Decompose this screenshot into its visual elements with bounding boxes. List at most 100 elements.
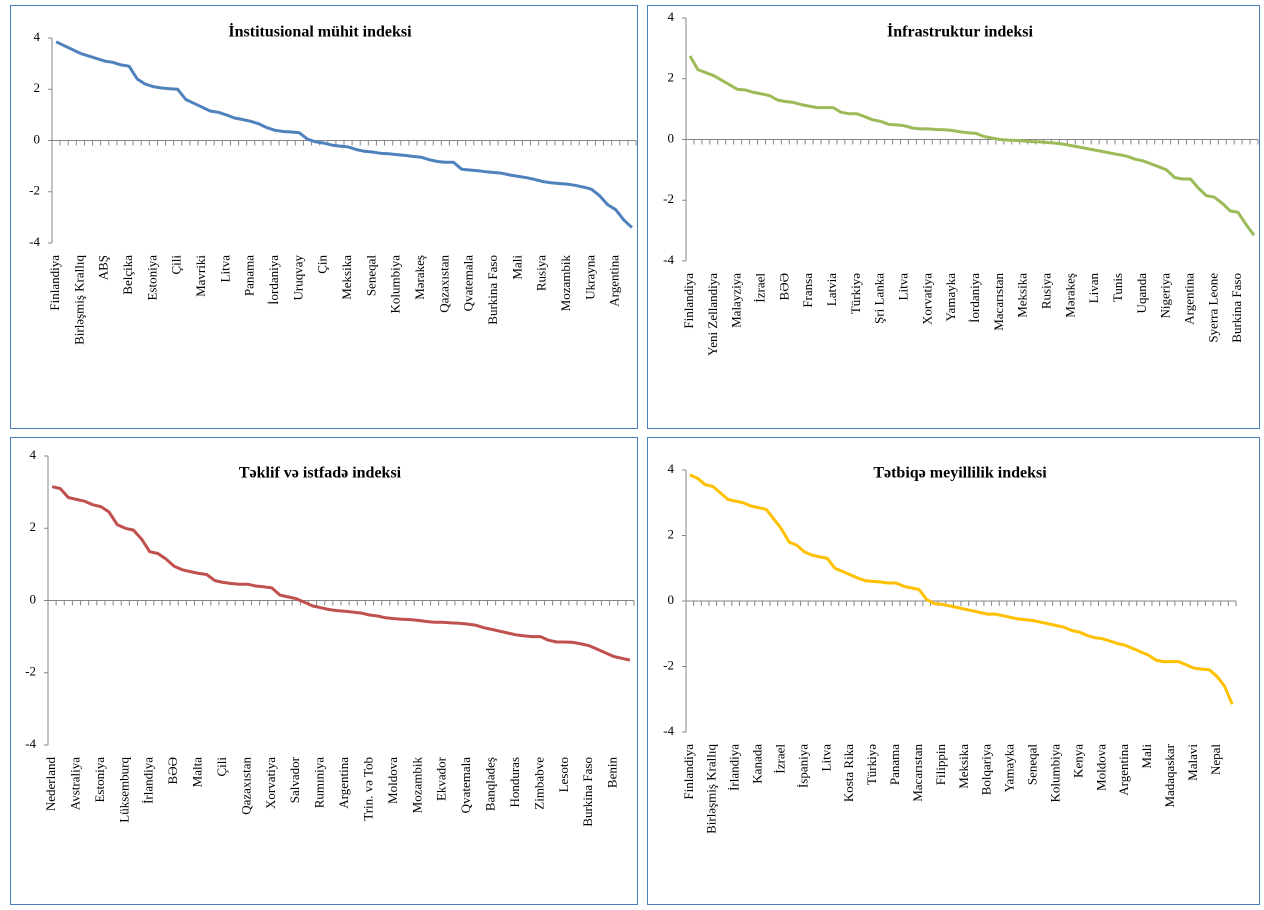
y-tick-label: 4 [668,9,675,24]
x-tick-label: Fransa [800,273,815,308]
x-tick-label: Ekvador [434,756,449,801]
y-tick-label: 2 [668,70,675,85]
x-tick-label: Moldova [1093,744,1108,791]
y-tick-label: -4 [29,234,40,249]
x-tick-label: Malayziya [729,273,744,328]
x-tick-label: Nederland [43,757,58,812]
x-tick-label: Litva [818,744,833,772]
x-tick-label: Salvador [287,756,302,803]
y-tick-label: 4 [30,447,37,462]
panel-frame [10,5,638,429]
x-tick-label: Yeni Zellandiya [705,273,720,356]
x-tick-label: Panama [887,744,902,785]
x-tick-label: İrlandiya [727,744,742,791]
x-tick-label: Avstraliya [67,757,82,810]
x-tick-label: Kolumbiya [388,255,403,314]
panel-frame [10,437,638,905]
x-tick-label: Rumıniya [312,757,327,809]
y-tick-label: 0 [34,131,41,146]
chart-title: Tətbiqə meyillilik indeksi [873,465,1047,482]
x-tick-label: Litva [217,255,232,283]
x-tick-label: Rusiya [1038,273,1053,309]
x-tick-label: Trin. və Tob [360,757,375,821]
x-tick-label: Kanada [750,744,765,784]
x-tick-label: Qazaxıstan [238,757,253,815]
data-line [55,40,633,229]
y-tick-label: 0 [668,592,675,607]
y-tick-label: 2 [34,80,41,95]
x-tick-label: Birləşmiş Krallıq [704,744,719,834]
x-tick-label: Mərakeş [1062,273,1077,318]
x-tick-label: Macarıstan [991,273,1006,331]
y-tick-label: -2 [663,191,674,206]
y-tick-label: -2 [25,664,36,679]
x-tick-label: Mozambik [409,757,424,814]
x-tick-label: Nigeriya [1158,273,1173,319]
y-tick-label: 4 [668,461,675,476]
x-tick-label: ABŞ [96,255,111,280]
x-tick-label: Latvia [824,273,839,306]
x-tick-label: Argentina [607,255,622,307]
x-tick-label: Qvatemala [461,255,476,312]
x-tick-label: Estoniya [144,255,159,301]
x-tick-label: Benin [605,757,620,789]
x-tick-label: Türkiyə [864,744,879,785]
x-tick-label: İzrael [772,744,787,774]
x-tick-label: Mavriki [193,255,208,297]
y-tick-label: -4 [663,723,674,738]
y-tick-label: 4 [34,29,41,44]
x-tick-label: Belçika [120,255,135,295]
x-tick-label: Uqanda [1134,273,1149,314]
x-tick-label: Livan [1086,273,1101,304]
y-tick-label: -2 [663,657,674,672]
x-tick-label: Mali [1139,744,1154,769]
data-line [51,485,631,662]
x-tick-label: Finlandiya [681,744,696,800]
x-tick-label: Litva [895,273,910,301]
x-tick-label: Panama [242,255,257,296]
x-tick-label: Argentina [336,757,351,809]
y-tick-label: -2 [29,183,40,198]
x-tick-label: Mozambik [558,255,573,312]
x-tick-label: Seneqal [363,255,378,297]
chart-title: Təklif və istfadə indeksi [239,465,402,482]
x-tick-label: Meksika [956,744,971,789]
x-tick-label: Bolqariya [979,744,994,795]
panel-frame [647,5,1260,429]
x-tick-label: Şri Lanka [872,273,887,324]
x-tick-label: Burkina Faso [1229,273,1244,343]
x-tick-label: BƏƏ [776,273,791,300]
chart-title: İnstitusional mühit indeksi [228,22,412,41]
y-tick-label: 0 [30,591,37,606]
x-tick-label: Banqladeş [483,757,498,811]
x-tick-label: Malta [190,757,205,788]
x-tick-label: Çili [214,757,229,777]
x-tick-label: Burkina Faso [485,255,500,325]
data-line [688,55,1256,237]
x-tick-label: Malavi [1185,744,1200,781]
x-tick-label: Qvatemala [458,757,473,814]
x-tick-label: Lesoto [556,757,571,792]
x-tick-label: Kosta Rika [841,744,856,802]
x-tick-label: Mali [509,255,524,280]
x-tick-label: Mərakeş [412,255,427,300]
x-tick-label: Rusiya [534,255,549,291]
x-tick-label: İzrael [752,273,767,303]
chart-title: İnfrastruktur indeksi [887,22,1034,41]
x-tick-label: Syerra Leone [1205,273,1220,343]
x-tick-label: Nepal [1208,744,1223,775]
x-tick-label: Yamayka [943,273,958,322]
x-tick-label: Finlandiya [681,273,696,329]
x-tick-label: Meksika [1015,273,1030,318]
panel-frame [647,437,1260,905]
x-tick-label: Seneqal [1025,744,1040,786]
x-tick-label: Moldova [385,757,400,804]
x-tick-label: Honduras [507,757,522,808]
x-tick-label: Madaqaskar [1162,743,1177,807]
x-tick-label: Kenya [1070,744,1085,778]
x-tick-label: Zimbabve [531,757,546,810]
x-tick-label: Uruqvay [290,255,305,301]
x-tick-label: Tunis [1110,273,1125,302]
x-tick-label: Finlandiya [47,255,62,311]
